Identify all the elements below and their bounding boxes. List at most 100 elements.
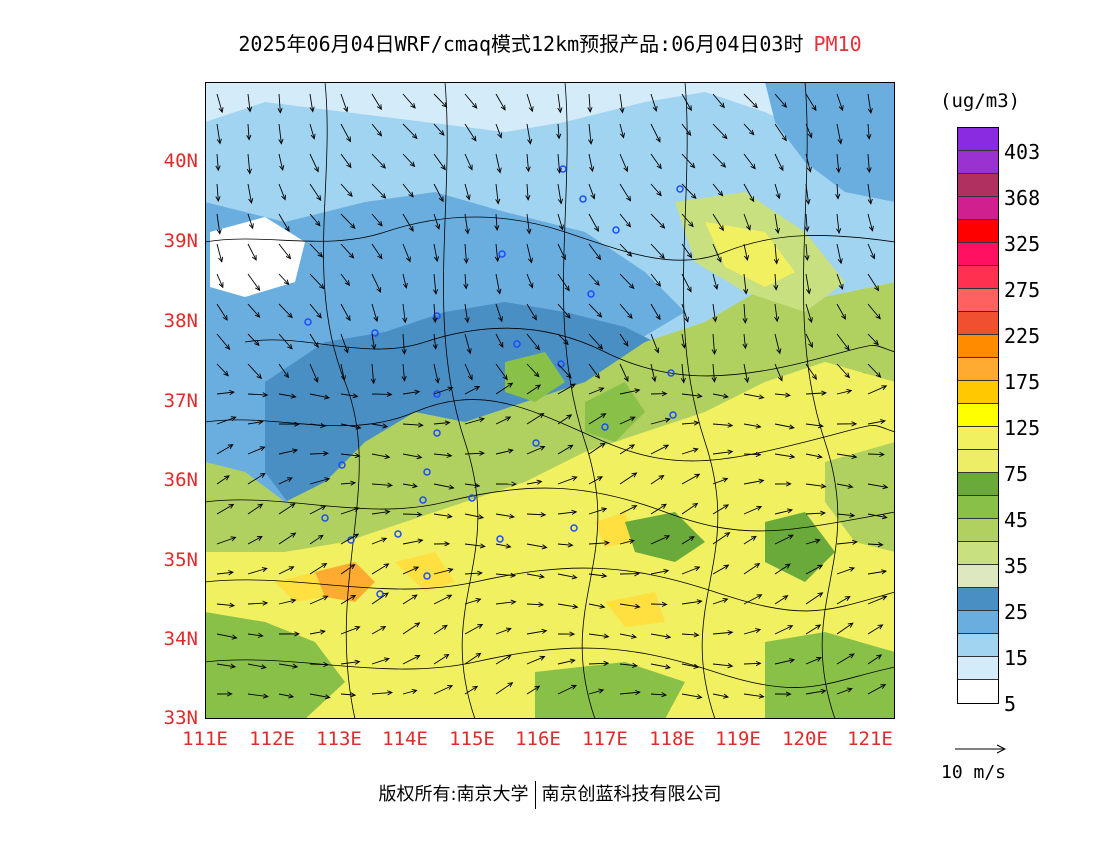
wind-arrow-head: [538, 602, 545, 608]
wind-arrow-head: [401, 349, 407, 355]
wind-arrow: [309, 534, 324, 545]
wind-arrow: [681, 393, 702, 397]
wind-arrow: [216, 93, 223, 113]
wind-arrow: [774, 273, 777, 290]
wind-arrow: [836, 688, 853, 695]
wind-arrow-head: [224, 344, 231, 351]
wind-arrow: [743, 693, 764, 698]
wind-arrow: [805, 273, 810, 294]
wind-arrow: [495, 333, 504, 348]
wind-arrow: [805, 123, 813, 138]
wind-arrow-head: [432, 289, 439, 295]
wind-arrow: [247, 693, 268, 698]
wind-arrow: [433, 685, 453, 695]
copyright-footer: 版权所有:南京大学 南京创蓝科技有限公司: [0, 780, 1100, 809]
colorbar-swatch: [958, 312, 998, 335]
wind-arrow: [309, 663, 328, 666]
wind-arrow-head: [684, 316, 689, 323]
wind-arrow-head: [384, 453, 391, 460]
wind-arrow: [836, 596, 851, 605]
wind-arrow-head: [846, 687, 853, 693]
wind-arrow-head: [788, 424, 795, 430]
wind-arrow: [867, 183, 872, 204]
wind-arrow-head: [628, 283, 635, 290]
pm10-concentration-map: [205, 82, 895, 719]
wind-arrow: [588, 273, 600, 286]
wind-arrow-head: [256, 373, 262, 380]
wind-arrow: [681, 123, 692, 136]
wind-arrow-head: [215, 165, 221, 172]
wind-arrow-head: [313, 342, 319, 348]
wind-arrow-head: [750, 535, 757, 541]
map-title: 2025年06月04日WRF/cmaq模式12km预报产品:06月04日03时 P…: [0, 28, 1100, 57]
wind-arrow: [557, 511, 577, 515]
wind-arrow-head: [261, 567, 268, 573]
wind-arrow-head: [820, 483, 827, 489]
wind-arrow: [836, 303, 846, 320]
wind-arrow: [340, 363, 345, 381]
wind-arrow: [774, 213, 779, 233]
colorbar-label-225: 225: [1004, 324, 1041, 348]
wind-arrow: [247, 393, 268, 396]
wind-arrow-head: [218, 256, 224, 263]
wind-arrow: [774, 393, 790, 396]
lon-label-113e: 113E: [316, 728, 362, 750]
wind-arrow: [805, 564, 823, 575]
wind-arrow-head: [722, 477, 729, 483]
wind-arrow: [371, 592, 389, 605]
colorbar-swatch: [958, 151, 998, 174]
wind-arrow-head: [222, 314, 228, 321]
wind-arrow-head: [589, 166, 595, 173]
wind-arrow-head: [692, 502, 699, 509]
wind-arrow: [247, 213, 254, 229]
wind-arrow: [464, 624, 483, 635]
wind-arrow-head: [526, 228, 532, 235]
wind-arrow: [247, 273, 260, 291]
wind-arrow: [681, 503, 698, 515]
wind-arrow-head: [603, 660, 610, 666]
copyright-left: 版权所有:南京大学: [378, 784, 529, 805]
wind-arrow: [247, 333, 260, 346]
wind-arrow-head: [412, 483, 418, 489]
wind-arrow: [650, 303, 661, 320]
wind-arrow: [340, 93, 348, 112]
wind-arrow-head: [723, 504, 730, 510]
wind-arrow: [712, 363, 715, 382]
wind-arrow: [650, 363, 656, 382]
wind-arrow-head: [313, 376, 319, 383]
wind-arrow: [309, 153, 319, 172]
wind-arrow-head: [478, 514, 485, 520]
wind-arrow: [774, 595, 788, 605]
wind-arrow-head: [464, 317, 470, 324]
wind-arrow-head: [565, 313, 571, 319]
wind-arrow-head: [259, 472, 266, 478]
wind-arrow: [495, 363, 508, 380]
wind-arrow-head: [651, 376, 657, 383]
wind-arrow-head: [571, 509, 578, 515]
wind-arrow: [557, 213, 564, 230]
wind-arrow: [464, 123, 477, 142]
wind-arrow-head: [294, 631, 300, 637]
wind-arrow: [805, 512, 825, 515]
wind-arrow: [774, 93, 787, 108]
lon-label-111e: 111E: [182, 728, 228, 750]
wind-arrow: [557, 659, 575, 665]
colorbar-swatch: [958, 174, 998, 197]
wind-arrow: [495, 213, 498, 230]
wind-arrow: [216, 303, 228, 321]
wind-arrow-head: [880, 684, 887, 689]
wind-arrow-head: [216, 138, 222, 145]
wind-arrow-head: [317, 251, 324, 258]
colorbar-swatch: [958, 519, 998, 542]
wind-arrow: [495, 123, 502, 138]
wind-arrow-head: [851, 421, 858, 427]
wind-arrow: [216, 633, 237, 639]
wind-arrow: [836, 541, 857, 545]
wind-arrow: [464, 93, 478, 109]
wind-arrow-head: [314, 166, 319, 173]
wind-arrow-head: [655, 281, 662, 287]
wind-arrow-head: [566, 414, 573, 420]
wind-arrow-head: [414, 389, 421, 395]
wind-arrow: [371, 303, 378, 322]
wind-arrow: [619, 472, 637, 485]
